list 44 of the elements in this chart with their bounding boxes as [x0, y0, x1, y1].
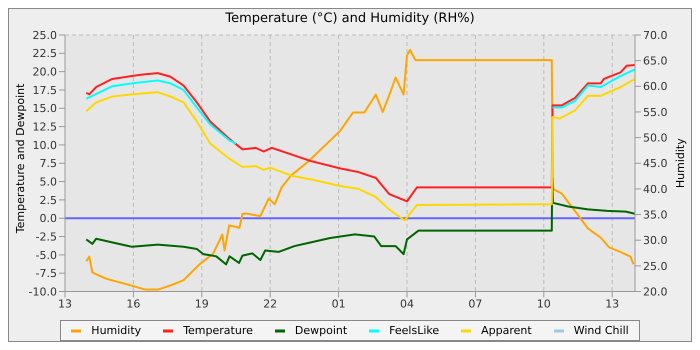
- y2-tick-label: 25.0: [643, 260, 668, 273]
- y-tick-label: 2.5: [40, 194, 57, 207]
- x-tick-label: 22: [263, 297, 278, 310]
- y-tick-label: 17.5: [32, 84, 57, 97]
- y2-tick-label: 35.0: [643, 208, 668, 222]
- y-tick-label: 7.5: [40, 157, 57, 170]
- y-axis-title: Temperature and Dewpoint: [14, 82, 27, 234]
- x-tick-label: 01: [332, 297, 346, 310]
- y-tick-label: -5.0: [36, 248, 57, 262]
- y2-axis-title: Humidity: [674, 138, 687, 188]
- legend-label: Humidity: [91, 324, 142, 337]
- legend-label: Apparent: [481, 324, 532, 337]
- y-tick-label: -7.5: [36, 267, 57, 280]
- x-tick-label: 10: [536, 297, 551, 310]
- legend-label: FeelsLike: [389, 324, 440, 337]
- y2-tick-label: 55.0: [643, 106, 668, 119]
- y2-tick-label: 65.0: [643, 54, 668, 68]
- y2-tick-label: 60.0: [643, 80, 668, 94]
- y2-tick-label: 40.0: [643, 182, 668, 196]
- y-tick-label: -10.0: [28, 285, 57, 298]
- y2-tick-label: 30.0: [643, 234, 668, 248]
- y-tick-label: 20.0: [32, 66, 57, 79]
- y-tick-label: 22.5: [32, 47, 57, 60]
- x-tick-label: 04: [400, 297, 414, 310]
- y-tick-label: 15.0: [32, 102, 57, 116]
- y2-tick-label: 50.0: [643, 132, 668, 145]
- y2-tick-label: 20.0: [643, 285, 668, 298]
- y-tick-label: -2.5: [36, 230, 57, 244]
- x-tick-label: 16: [126, 297, 140, 310]
- y-tick-label: 0.0: [40, 212, 57, 226]
- y-tick-label: 10.0: [32, 138, 57, 152]
- y-tick-label: 5.0: [40, 175, 57, 188]
- x-tick-label: 13: [605, 297, 620, 310]
- x-tick-label: 13: [58, 297, 72, 310]
- chart-title: Temperature (°C) and Humidity (RH%): [224, 10, 476, 27]
- legend-label: Temperature: [183, 324, 253, 337]
- y2-tick-label: 45.0: [643, 157, 668, 170]
- y-tick-label: 12.5: [32, 120, 57, 134]
- y2-tick-label: 70.0: [643, 28, 668, 42]
- legend-label: Wind Chill: [574, 324, 629, 337]
- y-tick-label: 25.0: [32, 28, 57, 42]
- x-tick-label: 07: [468, 297, 482, 310]
- x-tick-label: 19: [194, 297, 209, 310]
- legend-label: Dewpoint: [294, 324, 348, 337]
